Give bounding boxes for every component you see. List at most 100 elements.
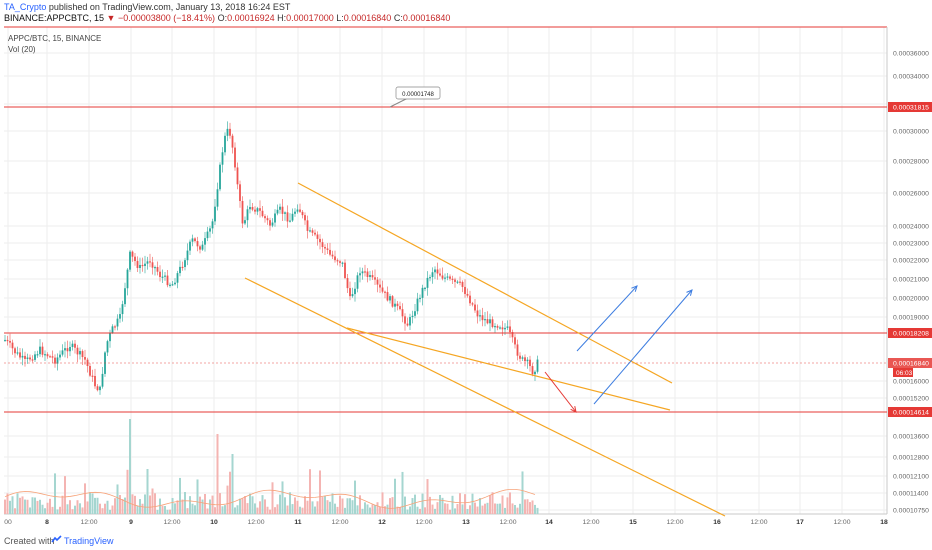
close-label: C: [393,13,403,23]
volume-bar [469,505,471,514]
volume-bar [374,504,376,514]
volume-bar [201,499,204,514]
candle-body [184,260,186,268]
volume-bar [349,498,351,514]
projection-arrow-up-1 [576,285,638,352]
candle-body [464,286,466,294]
volume-bar [431,504,434,514]
candle-body [6,339,9,342]
volume-bar [459,493,461,514]
symbol-label: BINANCE:APPCBTC, 15 [4,13,105,23]
volume-bar [126,469,129,514]
volume-bar [269,509,271,514]
trend-lines [244,182,726,517]
volume-bar [64,476,66,514]
candle-body [506,326,509,328]
author-link[interactable]: TA_Crypto [4,2,47,12]
price-chart[interactable]: 0.00001748 0.000360000.000340000.0003200… [0,26,932,531]
x-tick-label: 9 [129,519,133,526]
candle-body [176,273,179,283]
volume-bar [69,500,71,514]
y-tick-label: 0.00028000 [893,159,929,166]
candle-body [264,216,266,219]
volume-bar [121,499,124,514]
volume-bar [221,506,224,514]
candle-body [309,230,311,232]
volume-bar [189,496,191,514]
candle-body [189,241,191,251]
volume-bar [19,497,21,514]
candle-body [261,210,264,217]
candle-body [79,351,81,355]
volume-bar [346,498,349,514]
candle-body [89,366,91,376]
volume-bar [291,504,294,514]
volume-bar [441,497,444,514]
volume-bar [466,508,469,514]
volume-bar [174,503,176,514]
y-tick-label: 0.00024000 [893,224,929,231]
volume-bar [536,507,539,514]
volume-bar [241,498,244,514]
close-value: 0.00016840 [402,13,451,23]
x-tick-label: 14 [545,519,553,526]
countdown-tag [893,368,913,377]
volume-bar [356,505,359,514]
volume-bar [511,503,514,514]
volume-bar [421,493,424,514]
volume-bar [496,503,499,514]
volume-bar [534,504,536,514]
volume-bar [249,493,251,514]
y-tick-label: 0.00010750 [893,508,929,515]
candle-body [364,271,366,273]
volume-bar [199,496,201,514]
price-change: ▼ −0.00003800 (−18.41%) [106,13,216,23]
candle-body [191,238,194,242]
volume-bar [96,497,99,514]
candle-body [211,221,214,229]
candle-body [144,263,146,266]
candle-body [361,271,364,274]
volume-bar [234,507,236,514]
volume-bar [119,495,121,514]
candle-body [154,267,156,269]
x-tick-label: 16 [713,519,721,526]
candle-body [101,373,104,387]
volume-bar [281,481,284,514]
candle-body [274,213,276,223]
volume-bar [254,503,256,514]
y-tick-label: 0.00013600 [893,434,929,441]
candle-body [316,234,319,239]
candle-body [326,248,329,250]
volume-bar [181,499,184,514]
volume-bar [176,500,179,514]
candle-body [381,287,384,292]
volume-bar [499,503,501,514]
candle-body [336,260,339,262]
candle-body [99,386,101,391]
candle-body [304,215,306,221]
volume-bar [451,495,454,514]
candle-body [384,291,386,293]
volume-bar [516,507,519,514]
volume-bar [419,508,421,514]
candle-body [279,206,281,210]
candle-body [426,277,429,288]
x-tick-label: 17 [796,519,804,526]
volume-bar [101,508,104,514]
tradingview-link[interactable]: TradingView [64,536,114,546]
candle-body [179,266,181,274]
volume-bar [309,469,311,514]
volume-bar [531,500,534,514]
candle-body [459,281,461,283]
volume-bar [54,473,56,514]
candle-body [106,341,109,353]
candle-body [116,318,119,327]
y-tick-label: 0.00019000 [893,315,929,322]
volume-bar [44,508,46,514]
chart-legend: APPC/BTC, 15, BINANCE Vol (20) [8,33,101,55]
volume-bar [416,506,419,514]
volume-bar [39,499,41,514]
volume-bar [86,501,89,514]
candle-body [109,332,111,342]
